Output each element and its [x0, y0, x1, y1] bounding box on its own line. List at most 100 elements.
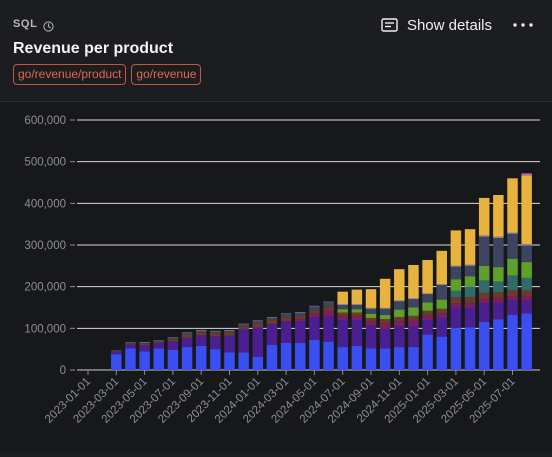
bar-segment[interactable] — [323, 302, 334, 307]
bar-segment[interactable] — [323, 306, 334, 311]
bar-segment[interactable] — [351, 304, 363, 305]
bar-segment[interactable] — [153, 342, 165, 344]
bar-segment[interactable] — [224, 332, 235, 336]
bar-segment[interactable] — [295, 312, 306, 313]
tag-revenue-product[interactable]: go/revenue/product — [13, 64, 127, 85]
bar-segment[interactable] — [153, 340, 165, 343]
bar-segment[interactable] — [394, 269, 405, 301]
bar-segment[interactable] — [365, 289, 377, 308]
bar-segment[interactable] — [139, 343, 150, 346]
bar-segment[interactable] — [238, 323, 249, 325]
bar-segment[interactable] — [422, 334, 433, 370]
bar-segment[interactable] — [111, 354, 122, 370]
bar-segment[interactable] — [309, 340, 320, 370]
bar-segment[interactable] — [464, 264, 476, 266]
bar-segment[interactable] — [422, 320, 433, 335]
bar-segment[interactable] — [337, 305, 348, 310]
bar-segment[interactable] — [351, 305, 363, 310]
more-options-button[interactable] — [512, 15, 534, 35]
bar-segment[interactable] — [493, 236, 504, 238]
bar-segment[interactable] — [493, 298, 504, 303]
bar-segment[interactable] — [464, 297, 476, 304]
bar-segment[interactable] — [323, 301, 334, 303]
bar-segment[interactable] — [266, 317, 278, 321]
bar-segment[interactable] — [125, 344, 136, 349]
bar-segment[interactable] — [323, 316, 334, 342]
tag-revenue[interactable]: go/revenue — [131, 64, 202, 85]
bar-segment[interactable] — [521, 313, 532, 370]
bar-segment[interactable] — [125, 348, 136, 370]
bar-segment[interactable] — [139, 342, 150, 343]
bar-segment[interactable] — [379, 315, 391, 320]
bar-segment[interactable] — [337, 309, 348, 313]
bar-segment[interactable] — [436, 317, 448, 337]
bar-segment[interactable] — [210, 336, 221, 350]
bar-segment[interactable] — [450, 328, 462, 370]
bar-segment[interactable] — [280, 313, 292, 318]
bar-segment[interactable] — [351, 312, 363, 316]
bar-segment[interactable] — [394, 317, 405, 322]
bar-segment[interactable] — [309, 306, 320, 311]
bar-segment[interactable] — [280, 342, 292, 370]
bar-segment[interactable] — [394, 326, 405, 348]
bar-segment[interactable] — [394, 300, 405, 302]
bar-segment[interactable] — [195, 330, 207, 331]
bar-segment[interactable] — [365, 307, 377, 309]
bar-segment[interactable] — [493, 319, 504, 370]
bar-segment[interactable] — [365, 313, 377, 318]
bar-segment[interactable] — [450, 290, 462, 298]
bar-segment[interactable] — [181, 334, 193, 338]
bar-segment[interactable] — [478, 235, 490, 237]
bar-segment[interactable] — [167, 337, 179, 339]
bar-segment[interactable] — [351, 315, 363, 320]
bar-segment[interactable] — [394, 347, 405, 370]
bar-segment[interactable] — [195, 330, 207, 333]
bar-segment[interactable] — [351, 320, 363, 346]
bar-segment[interactable] — [450, 265, 462, 267]
bar-segment[interactable] — [478, 265, 490, 281]
bar-segment[interactable] — [408, 307, 419, 316]
bar-segment[interactable] — [422, 315, 433, 320]
bar-segment[interactable] — [521, 173, 532, 176]
bar-segment[interactable] — [521, 245, 532, 263]
bar-segment[interactable] — [280, 317, 292, 322]
bar-segment[interactable] — [309, 317, 320, 340]
bar-segment[interactable] — [224, 330, 235, 333]
bar-segment[interactable] — [478, 236, 490, 266]
bar-segment[interactable] — [195, 332, 207, 336]
bar-segment[interactable] — [436, 308, 448, 314]
bar-segment[interactable] — [521, 277, 532, 291]
bar-segment[interactable] — [153, 340, 165, 341]
bar-segment[interactable] — [379, 348, 391, 370]
bar-segment[interactable] — [337, 347, 348, 370]
bar-segment[interactable] — [224, 352, 235, 371]
bar-segment[interactable] — [210, 330, 221, 332]
bar-segment[interactable] — [167, 337, 179, 340]
bar-segment[interactable] — [521, 290, 532, 297]
bar-segment[interactable] — [337, 312, 348, 316]
bar-segment[interactable] — [252, 327, 264, 357]
bar-segment[interactable] — [422, 294, 433, 303]
bar-segment[interactable] — [351, 309, 363, 313]
bar-segment[interactable] — [224, 330, 235, 331]
bar-segment[interactable] — [478, 292, 490, 300]
bar-segment[interactable] — [521, 296, 532, 301]
bar-segment[interactable] — [365, 348, 377, 370]
bar-segment[interactable] — [464, 303, 476, 308]
bar-segment[interactable] — [408, 347, 419, 370]
bar-segment[interactable] — [181, 332, 193, 335]
bar-segment[interactable] — [478, 299, 490, 304]
bar-segment[interactable] — [464, 265, 476, 277]
bar-segment[interactable] — [125, 342, 136, 344]
bar-segment[interactable] — [422, 260, 433, 294]
bar-segment[interactable] — [507, 275, 518, 290]
bar-segment[interactable] — [309, 310, 320, 314]
bar-segment[interactable] — [450, 303, 462, 308]
bar-segment[interactable] — [507, 178, 518, 233]
bar-segment[interactable] — [507, 290, 518, 297]
bar-segment[interactable] — [139, 345, 150, 352]
bar-segment[interactable] — [450, 297, 462, 304]
bar-segment[interactable] — [478, 322, 490, 370]
bar-segment[interactable] — [507, 232, 518, 234]
bar-segment[interactable] — [394, 321, 405, 327]
